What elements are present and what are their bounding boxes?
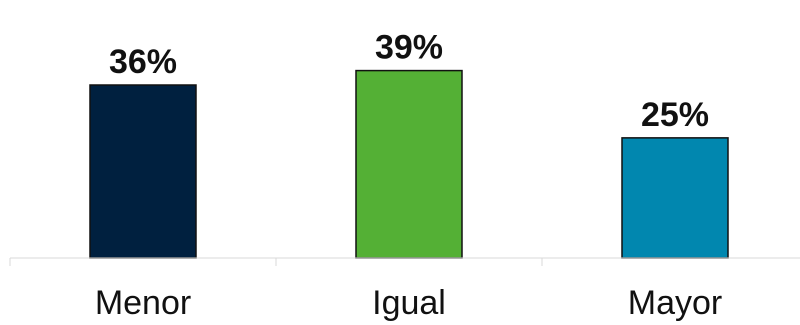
bars-group	[89, 69, 729, 259]
category-label-igual: Igual	[372, 284, 446, 322]
data-label-mayor: 25%	[641, 96, 709, 134]
bar-mayor	[621, 137, 729, 259]
data-label-menor: 36%	[109, 43, 177, 81]
value-labels-group: 36% 39% 25%	[109, 29, 709, 134]
bar-menor	[89, 84, 197, 259]
category-labels-group: Menor Igual Mayor	[95, 284, 722, 322]
category-label-mayor: Mayor	[628, 284, 722, 322]
category-label-menor: Menor	[95, 284, 191, 322]
data-label-igual: 39%	[375, 29, 443, 67]
bar-igual	[355, 69, 463, 259]
x-axis	[9, 257, 800, 266]
